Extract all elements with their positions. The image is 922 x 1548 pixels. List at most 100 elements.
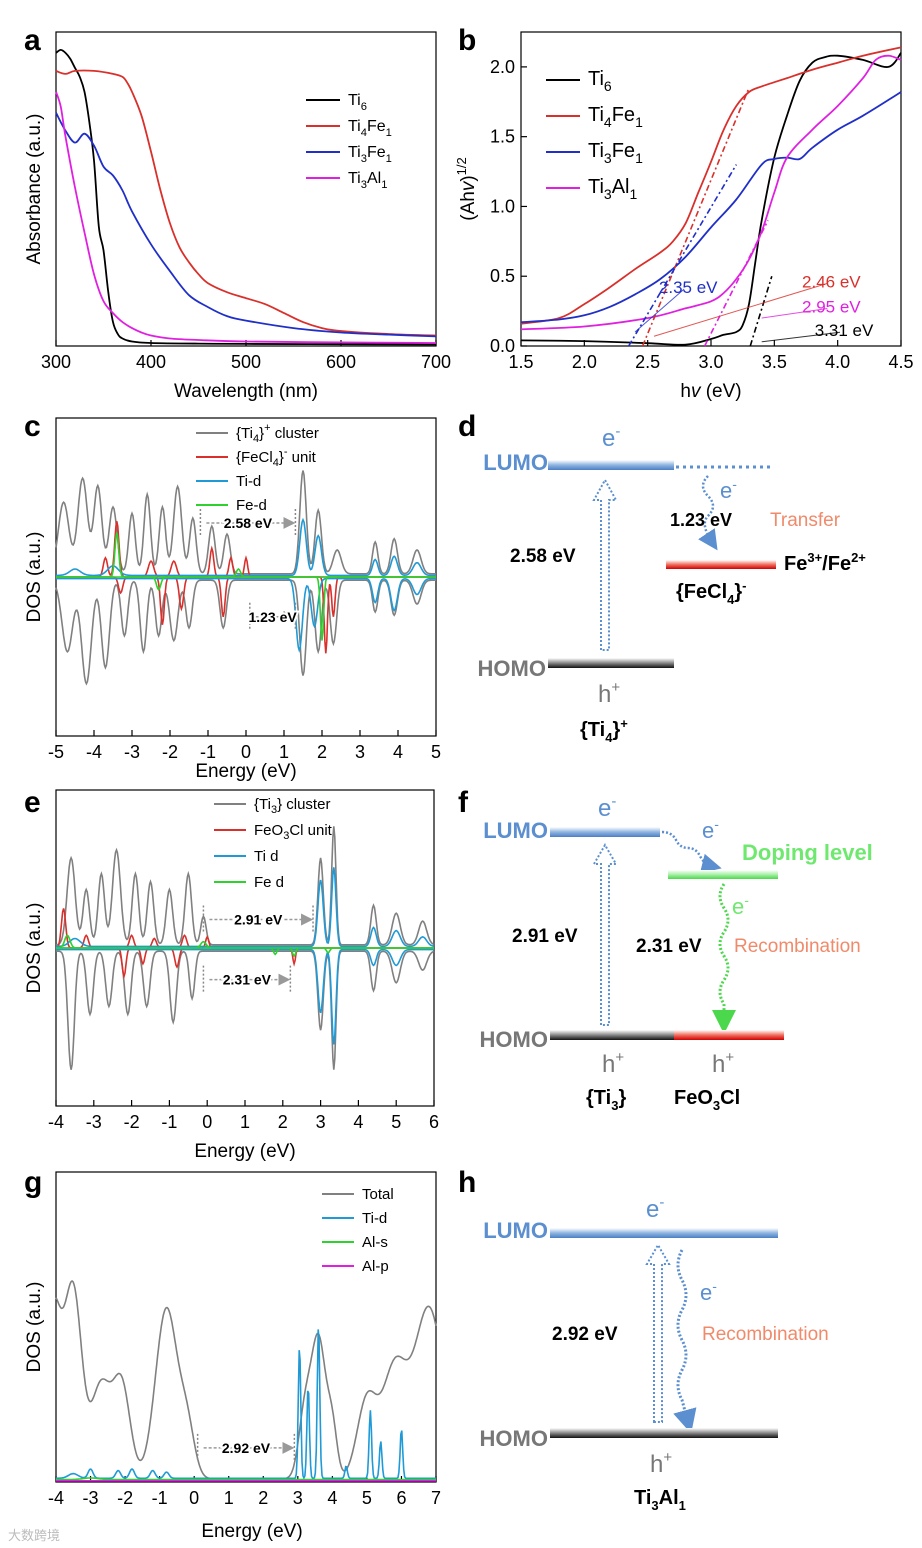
panel-g-dos-chart: -4 -3 -2 -1 0 1 2 3 4 5 6 7 Energy (eV) DOS (a.u.) … bbox=[24, 1171, 441, 1542]
panel-b-annotation-label: 3.31 eV bbox=[815, 321, 874, 340]
panel-b-xtick-label: 2.0 bbox=[572, 352, 597, 372]
panel-c-legend: {Ti4}+ cluster{FeCl4}- unit Ti-d Fe-d bbox=[196, 422, 319, 514]
panel-label-d: d bbox=[458, 410, 476, 443]
panel-b-ytick-label: 2.0 bbox=[490, 57, 515, 77]
panel-b-annotation-label: 2.95 eV bbox=[802, 298, 861, 317]
panel-g-xtick-label: -1 bbox=[152, 1488, 168, 1508]
panel-b-annotation-label: 2.35 eV bbox=[659, 278, 718, 297]
panel-b-tangent-line bbox=[627, 164, 738, 347]
panel-label-b: b bbox=[458, 24, 476, 57]
panel-a-xlabel: Wavelength (nm) bbox=[174, 381, 318, 402]
panel-b-legend-label: Ti3Fe1 bbox=[588, 140, 643, 166]
panel-e-xtick-label: -1 bbox=[161, 1112, 177, 1132]
panel-b-legend-label: Ti6 bbox=[588, 68, 612, 94]
f-electron-low: e- bbox=[732, 892, 749, 919]
h-hole: h+ bbox=[650, 1449, 672, 1478]
panel-e-dos-cluster-down bbox=[56, 950, 435, 1070]
d-homo-label: HOMO bbox=[478, 656, 546, 681]
d-electron-mid: e- bbox=[720, 476, 737, 503]
panel-g-legend: Total Ti-d Al-s Al-p bbox=[322, 1186, 394, 1275]
panel-label-h: h bbox=[458, 1166, 476, 1199]
panel-e-xtick-label: 1 bbox=[240, 1112, 250, 1132]
panel-a-series-Ti6 bbox=[55, 48, 437, 346]
h-lumo-level bbox=[550, 1228, 778, 1238]
panel-a-series-Ti3Al1 bbox=[55, 91, 437, 344]
f-hole-2: h+ bbox=[712, 1049, 734, 1078]
panel-b-legend-label: Ti4Fe1 bbox=[588, 104, 643, 130]
h-recombination-arrow bbox=[673, 1249, 697, 1434]
f-lumo-level bbox=[550, 827, 660, 837]
panel-g-xtick-label: 3 bbox=[293, 1488, 303, 1508]
panel-a-ylabel: Absorbance (a.u.) bbox=[24, 113, 45, 264]
d-electron-top: e- bbox=[602, 423, 620, 452]
panel-label-e: e bbox=[24, 786, 41, 819]
f-gap2-label: 2.31 eV bbox=[636, 936, 702, 957]
panel-c-xtick-label: -1 bbox=[200, 742, 216, 762]
panel-b-ylabel: (Ahv)1/2 bbox=[454, 157, 479, 220]
h-excitation-arrow bbox=[645, 1243, 671, 1423]
d-redox-label: Fe3+/Fe2+ bbox=[784, 550, 866, 575]
panel-e-ylabel: DOS (a.u.) bbox=[24, 903, 45, 994]
h-electron-mid: e- bbox=[700, 1278, 717, 1305]
panel-b-tangent-line bbox=[749, 275, 773, 347]
panel-g-xtick-label: 7 bbox=[431, 1488, 441, 1508]
panel-b-ytick-label: 0.0 bbox=[490, 336, 515, 356]
panel-a-series-Ti4Fe1 bbox=[55, 69, 437, 337]
panel-e-xlabel: Energy (eV) bbox=[194, 1141, 295, 1162]
h-electron-top: e- bbox=[646, 1194, 664, 1223]
panel-c-gap-label: 1.23 eV bbox=[248, 609, 297, 625]
panel-e-xtick-label: 2 bbox=[278, 1112, 288, 1132]
f-gap-label: 2.91 eV bbox=[512, 926, 578, 947]
f-trap-arrow bbox=[661, 830, 722, 874]
panel-g-gap-labels: 2.92 eV bbox=[196, 1433, 296, 1462]
panel-g-xtick-label: -3 bbox=[83, 1488, 99, 1508]
panel-b-legend: Ti6 Ti4Fe1 Ti3Fe1 Ti3Al1 bbox=[546, 68, 643, 202]
d-unit-label: {FeCl4}- bbox=[676, 578, 747, 607]
f-excitation-arrow bbox=[592, 843, 618, 1026]
panel-e-xtick-label: 4 bbox=[353, 1112, 363, 1132]
panel-g-legend-label: Al-p bbox=[362, 1258, 389, 1275]
panel-c-dos-fe-down bbox=[56, 576, 436, 641]
panel-b-annotations: 2.35 eV 2.46 eV 2.95 eV 3.31 eV bbox=[634, 272, 874, 343]
panel-c-ylabel: DOS (a.u.) bbox=[24, 532, 45, 623]
f-electron-top: e- bbox=[598, 793, 616, 822]
panel-b-xtick-label: 4.5 bbox=[888, 352, 913, 372]
panel-e-legend-label: {Ti3} cluster bbox=[254, 796, 330, 816]
panel-c-legend-label: {Ti4}+ cluster bbox=[236, 422, 319, 445]
panel-b-series-Ti4Fe1 bbox=[520, 46, 902, 325]
d-fecl4-level bbox=[666, 560, 776, 569]
panel-b-annotation-arrow bbox=[761, 308, 828, 319]
panel-e-dos-fe-down bbox=[56, 947, 434, 958]
panel-g-xtick-label: 2 bbox=[258, 1488, 268, 1508]
watermark: 大数跨境 bbox=[8, 1528, 60, 1543]
panel-c-legend-label: {FeCl4}- unit bbox=[236, 446, 317, 469]
panel-a-legend-label: Ti6 bbox=[348, 92, 367, 113]
panel-a-legend-label: Ti3Al1 bbox=[348, 170, 387, 191]
panel-label-a: a bbox=[24, 24, 41, 57]
panel-b-ytick-label: 1.5 bbox=[490, 127, 515, 147]
panel-c-xtick-label: 0 bbox=[241, 742, 251, 762]
panel-g-legend-label: Ti-d bbox=[362, 1210, 387, 1227]
panel-g-xtick-label: 0 bbox=[189, 1488, 199, 1508]
panel-c-xtick-label: 5 bbox=[431, 742, 441, 762]
panel-a-xtick-label: 500 bbox=[231, 352, 261, 372]
panel-c-gap-label: 2.58 eV bbox=[224, 515, 273, 531]
f-recombination-label: Recombination bbox=[734, 936, 861, 957]
panel-c-gap-labels: 2.58 eV 1.23 eV bbox=[199, 508, 299, 631]
panel-e-legend-label: FeO3Cl unit bbox=[254, 822, 333, 842]
panel-e-xtick-label: -3 bbox=[86, 1112, 102, 1132]
panel-e-dos-chart: -4 -3 -2 -1 0 1 2 3 4 5 6 Energy (eV) DOS (a.u.) {… bbox=[24, 789, 439, 1162]
panel-c-legend-label: Fe-d bbox=[236, 497, 267, 514]
d-lumo-label: LUMO bbox=[483, 450, 548, 475]
panel-b-annotation-arrow bbox=[761, 331, 841, 343]
d-gap-label: 2.58 eV bbox=[510, 546, 576, 567]
panel-g-xtick-label: -4 bbox=[48, 1488, 64, 1508]
panel-b-xtick-label: 1.5 bbox=[508, 352, 533, 372]
f-doping-level bbox=[668, 870, 778, 879]
panel-b-xlabel: hv (eV) bbox=[680, 381, 741, 402]
panel-label-g: g bbox=[24, 1166, 42, 1199]
panel-b-tangent-line bbox=[641, 87, 750, 347]
d-excitation-arrow bbox=[592, 477, 618, 651]
panel-b-xtick-label: 3.0 bbox=[698, 352, 723, 372]
panel-g-frame bbox=[55, 1171, 437, 1483]
